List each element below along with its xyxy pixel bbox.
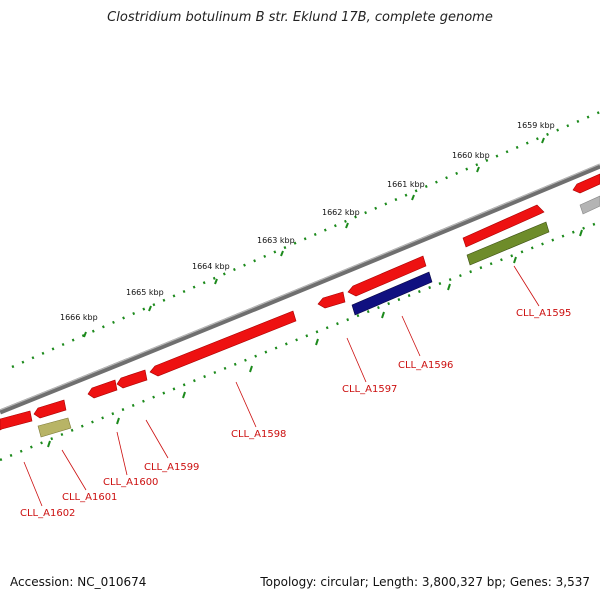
ruler-label: 1661 kbp	[387, 180, 425, 189]
genome-backbone-highlight	[0, 163, 600, 411]
gene-label[interactable]: CLL_A1599	[144, 462, 199, 473]
gene-feature[interactable]	[351, 271, 433, 316]
tick	[182, 391, 186, 399]
leader-lines	[23, 265, 540, 507]
ruler-label: 1662 kbp	[322, 208, 360, 217]
tick	[249, 365, 253, 373]
leader-line	[346, 337, 367, 383]
ruler-label: 1659 kbp	[517, 121, 555, 130]
gene-feature[interactable]	[149, 310, 297, 377]
gene-features	[0, 173, 600, 438]
leader-line	[23, 461, 43, 507]
leader-line	[145, 419, 169, 459]
gene-label[interactable]: CLL_A1598	[231, 429, 286, 440]
ruler-label: 1660 kbp	[452, 151, 490, 160]
gene-label[interactable]: CLL_A1595	[516, 308, 571, 319]
accession-text: Accession: NC_010674	[10, 575, 147, 589]
tick	[447, 283, 451, 291]
inner-ruler	[0, 220, 600, 462]
gene-feature[interactable]	[462, 204, 545, 248]
gene-label[interactable]: CLL_A1597	[342, 384, 397, 395]
gene-feature[interactable]	[0, 410, 33, 431]
gene-feature[interactable]	[347, 255, 427, 297]
gene-feature[interactable]	[87, 379, 118, 399]
tick	[214, 278, 218, 285]
gene-feature[interactable]	[116, 369, 148, 389]
map-title: Clostridium botulinum B str. Eklund 17B,…	[107, 10, 493, 25]
gene-label[interactable]: CLL_A1600	[103, 477, 158, 488]
tick	[381, 311, 385, 319]
tick	[579, 229, 583, 237]
tick	[345, 222, 349, 229]
gene-feature[interactable]	[466, 221, 550, 266]
gene-feature[interactable]	[579, 195, 600, 215]
genome-summary-text: Topology: circular; Length: 3,800,327 bp…	[260, 575, 590, 589]
tick	[476, 166, 480, 173]
tick	[148, 305, 152, 312]
gene-feature[interactable]	[37, 417, 72, 438]
gene-feature[interactable]	[33, 399, 67, 419]
gene-feature[interactable]	[572, 173, 600, 194]
ruler-label: 1665 kbp	[126, 288, 164, 297]
gene-label[interactable]: CLL_A1602	[20, 508, 75, 519]
tick	[315, 338, 319, 346]
tick	[280, 250, 284, 257]
leader-line	[116, 431, 128, 476]
tick	[83, 331, 87, 338]
ruler-label: 1664 kbp	[192, 262, 230, 271]
inner-major-ticks	[47, 229, 583, 448]
leader-line	[61, 449, 87, 491]
tick	[513, 256, 517, 264]
tick	[541, 137, 545, 144]
tick	[411, 194, 415, 201]
gene-label[interactable]: CLL_A1601	[62, 492, 117, 503]
tick	[116, 417, 120, 425]
leader-line	[513, 265, 540, 307]
outer-major-ticks	[83, 137, 545, 338]
genome-backbone	[0, 163, 600, 415]
ruler-label: 1663 kbp	[257, 236, 295, 245]
tick	[47, 440, 51, 448]
leader-line	[235, 381, 257, 428]
gene-feature[interactable]	[317, 291, 346, 309]
gene-label[interactable]: CLL_A1596	[398, 360, 453, 371]
leader-line	[401, 315, 421, 357]
ruler-label: 1666 kbp	[60, 313, 98, 322]
outer-ruler	[11, 110, 600, 369]
